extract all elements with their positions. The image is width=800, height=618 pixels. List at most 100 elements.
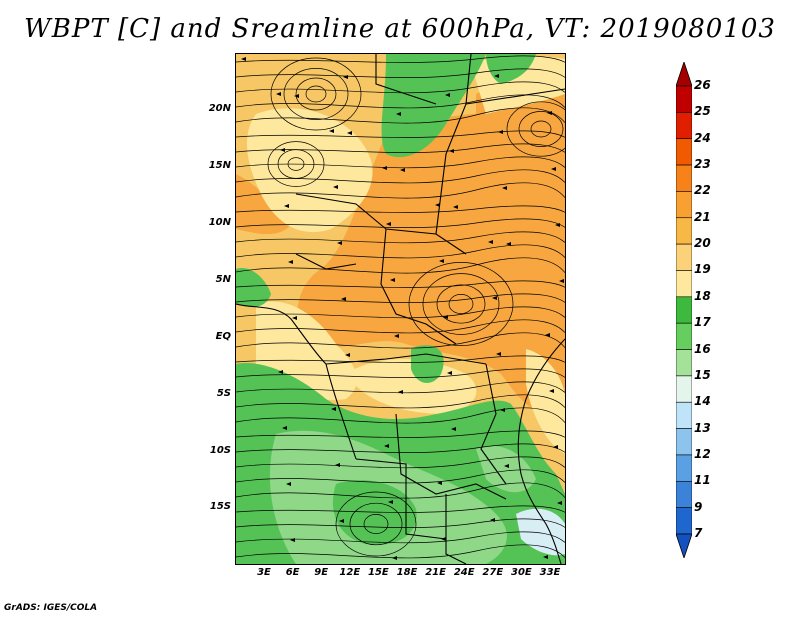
lon-tick-label: 24E [453, 567, 475, 578]
streamline-arrowhead [502, 186, 507, 190]
colorbar-level-label: 19 [694, 262, 711, 277]
colorbar-level-label: 21 [694, 209, 711, 224]
lat-tick-label: 5S [216, 388, 231, 399]
streamline-arrowhead [494, 74, 499, 78]
grads-credit: GrADS: IGES/COLA [4, 603, 98, 613]
streamline-arrowhead [557, 501, 562, 505]
lon-tick-label: 3E [257, 567, 271, 578]
map-panel [235, 53, 566, 565]
streamline-arrowhead [288, 260, 293, 264]
lon-tick-label: 6E [285, 567, 300, 578]
streamline [236, 280, 565, 288]
streamline-vortex [267, 141, 325, 187]
streamline-arrowhead [500, 408, 505, 412]
streamline-arrowhead [388, 500, 393, 504]
lon-tick-label: 30E [511, 567, 532, 578]
streamline-vortex [448, 294, 474, 314]
colorbar-swatch [676, 507, 692, 535]
streamline-arrowhead [278, 370, 283, 374]
streamline-vortex [436, 284, 486, 324]
streamline-arrowhead [347, 131, 352, 135]
streamline [236, 368, 565, 378]
wbpt-shading-green [236, 268, 271, 307]
streamline-arrowhead [386, 222, 391, 226]
lon-tick-label: 33E [539, 567, 561, 578]
streamline-vortex [283, 68, 349, 120]
colorbar-swatch [676, 454, 692, 482]
border-line [465, 88, 565, 105]
lon-tick-label: 12E [339, 567, 361, 578]
colorbar-bottom-arrow [676, 533, 692, 558]
streamline-arrowhead [549, 389, 554, 393]
streamline-vortex [363, 514, 389, 534]
streamline [236, 482, 565, 499]
streamline [236, 257, 565, 274]
streamline-arrowhead [445, 93, 450, 97]
border-line [375, 54, 437, 105]
colorbar-swatch [676, 322, 692, 350]
streamline [236, 130, 565, 138]
colorbar-level-label: 17 [694, 315, 711, 330]
streamline-vortex [506, 101, 565, 157]
streamline [236, 205, 565, 213]
colorbar-swatch [676, 217, 692, 245]
streamline-vortex [305, 85, 327, 103]
streamline [236, 355, 565, 363]
wbpt-shading-orange [236, 174, 291, 234]
streamline-arrowhead [545, 333, 550, 337]
streamline-vortex [287, 157, 305, 171]
colorbar-level-label: 15 [694, 367, 711, 382]
streamline [236, 456, 565, 469]
colorbar [676, 62, 692, 558]
streamline-arrowhead [290, 538, 295, 542]
lat-tick-label: 15N [208, 160, 231, 171]
streamline-arrowhead [276, 92, 281, 96]
streamline-arrowhead [394, 334, 399, 338]
streamline-arrowhead [294, 94, 299, 98]
colorbar-swatch [676, 164, 692, 192]
streamline-vortex [408, 262, 514, 346]
streamline-arrowhead [496, 352, 501, 356]
streamline [236, 231, 565, 244]
streamline [236, 68, 565, 78]
streamline [236, 244, 565, 259]
streamline-arrowhead [490, 518, 495, 522]
streamline-arrowhead [447, 371, 452, 375]
lat-tick-label: 15S [209, 501, 231, 512]
colorbar-level-label: 26 [694, 78, 711, 92]
wbpt-shading [236, 54, 565, 564]
border-line [395, 413, 507, 500]
streamline-arrowhead [449, 149, 454, 153]
streamline-arrowhead [437, 481, 442, 485]
streamline-arrowhead [337, 241, 342, 245]
streamline-vortex [335, 491, 417, 557]
colorbar-level-label: 13 [694, 420, 711, 435]
colorbar-swatch [676, 428, 692, 456]
streamline-arrowhead [343, 75, 348, 79]
colorbar-level-label: 9 [694, 499, 703, 514]
streamline [236, 81, 565, 94]
colorbar-level-label: 16 [694, 341, 711, 356]
streamline-arrowhead [553, 445, 558, 449]
colorbar-level-label: 11 [694, 473, 711, 488]
streamline [236, 469, 565, 484]
wbpt-shading-yellow [346, 359, 477, 414]
colorbar-swatch [676, 112, 692, 140]
border-line [445, 494, 467, 564]
streamline [236, 381, 565, 394]
wbpt-shading-green [381, 54, 486, 158]
wbpt-map [236, 54, 565, 564]
colorbar-swatch [676, 349, 692, 377]
colorbar-level-label: 14 [694, 394, 711, 409]
streamline [236, 55, 565, 63]
streamline-vortex [270, 57, 362, 131]
streamline [236, 293, 565, 303]
streamline-arrowhead [396, 112, 401, 116]
streamline-vortex [530, 120, 552, 138]
colorbar-level-label: 18 [694, 288, 711, 303]
streamline [236, 156, 565, 169]
coastline-east [517, 338, 565, 564]
streamline-arrowhead [392, 556, 397, 560]
streamline-arrowhead [547, 111, 552, 115]
streamline-arrowhead [506, 242, 511, 246]
